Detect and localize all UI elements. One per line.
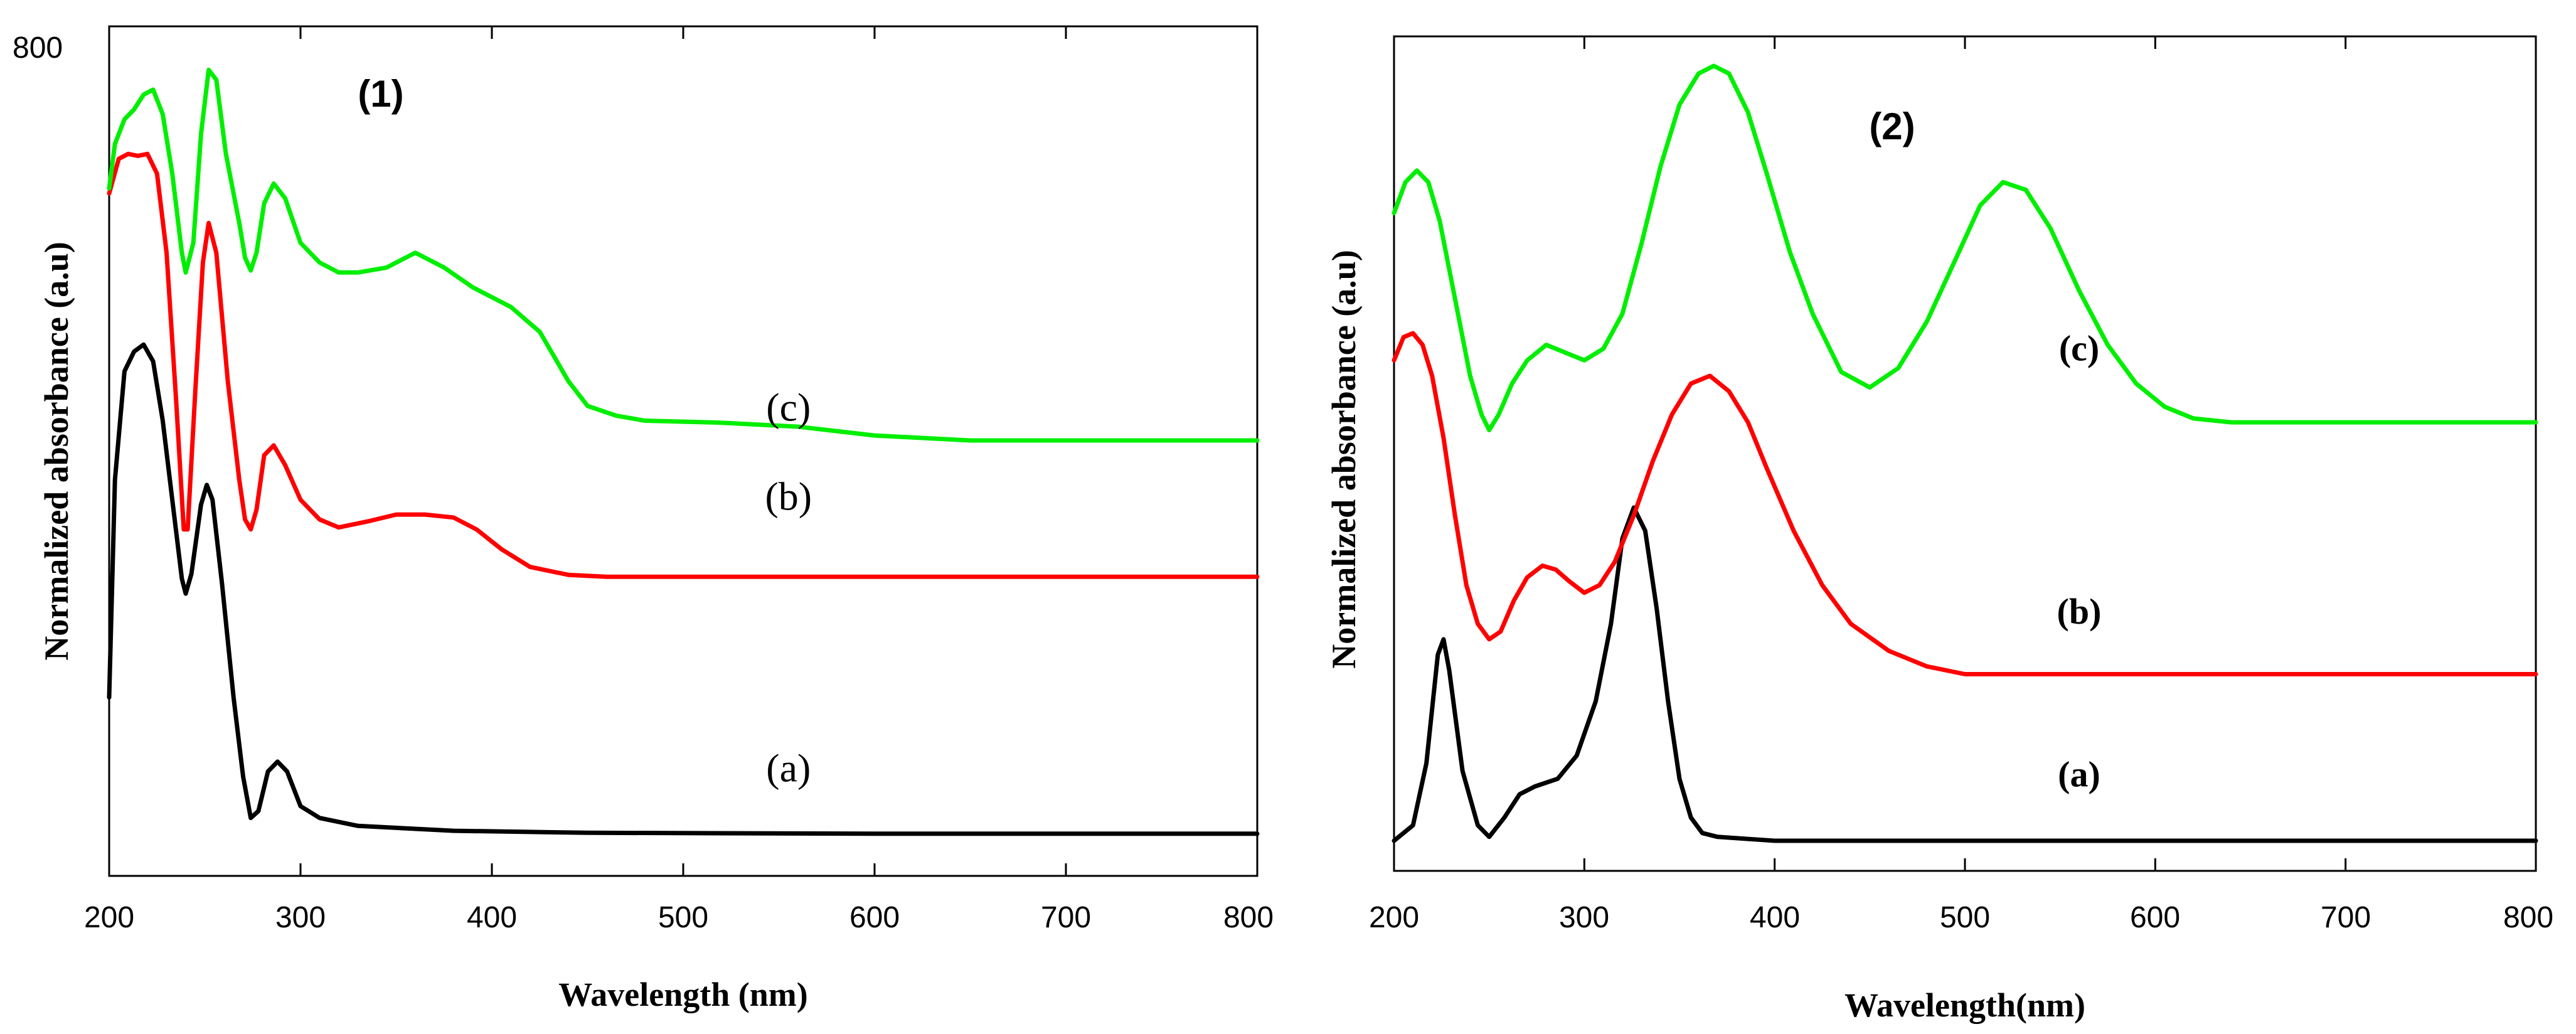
curves-panel-1	[107, 67, 1260, 836]
ticks-panel-2	[1393, 36, 2537, 871]
x-tick-label-panel-1: 200	[84, 901, 134, 934]
x-tick-label-panel-1: 500	[658, 901, 708, 934]
x-tick-label-panel-2: 700	[2321, 901, 2371, 934]
x-tick-label-panel-1: 800	[1223, 901, 1274, 934]
x-tick-label-panel-1: 600	[849, 901, 900, 934]
curve-label-b-panel-2: (b)	[2057, 591, 2102, 632]
curve-label-a-panel-2: (a)	[2058, 754, 2100, 795]
curve-label-b-panel-1: (b)	[765, 474, 812, 518]
x-axis-title-panel-1: Wavelength (nm)	[558, 976, 808, 1013]
series-line-a	[107, 342, 1260, 836]
curve-label-c-panel-1: (c)	[766, 385, 811, 430]
x-tick-label-panel-2: 200	[1369, 901, 1419, 934]
x-tick-label-panel-1: 400	[467, 901, 517, 934]
chart-panel-1: 800 200 300 400 500 600 700 800 Waveleng…	[13, 25, 1274, 1013]
x-tick-label-panel-2: 500	[1940, 901, 1990, 934]
ticks-panel-1	[108, 26, 1259, 876]
series-line-a	[1392, 505, 2538, 843]
y-axis-title-panel-1: Normalized absorbance (a.u)	[38, 242, 75, 660]
x-tick-label-panel-1: 300	[275, 901, 326, 934]
x-tick-label-panel-2: 800	[2503, 901, 2553, 934]
y-tick-label-panel-1: 800	[13, 31, 63, 65]
series-line-b	[1392, 331, 2538, 676]
chart-panel-2: 200 300 400 500 600 700 800 Wavelength(n…	[1325, 35, 2553, 1024]
panel-label-2: (2)	[1869, 105, 1915, 147]
x-tick-label-panel-2: 400	[1750, 901, 1800, 934]
y-axis-title-panel-2: Normalized absorbance (a.u)	[1325, 250, 1363, 668]
curves-panel-2	[1392, 63, 2538, 843]
x-tick-label-panel-1: 700	[1041, 901, 1091, 934]
series-line-b	[107, 151, 1260, 579]
x-tick-label-panel-2: 600	[2130, 901, 2180, 934]
curve-label-c-panel-2: (c)	[2059, 328, 2099, 368]
series-line-c	[1392, 63, 2538, 432]
curve-label-a-panel-1: (a)	[766, 745, 811, 790]
series-line-c	[107, 67, 1260, 443]
x-axis-title-panel-2: Wavelength(nm)	[1844, 986, 2085, 1024]
x-tick-label-panel-2: 300	[1559, 901, 1609, 934]
panel-label-1: (1)	[358, 73, 403, 115]
